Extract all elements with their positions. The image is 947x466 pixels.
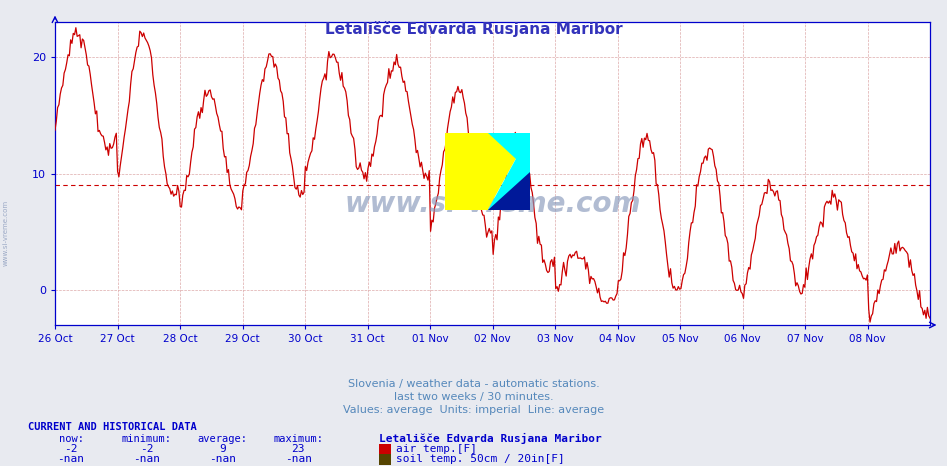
Text: soil temp. 50cm / 20in[F]: soil temp. 50cm / 20in[F] bbox=[396, 454, 564, 465]
Text: average:: average: bbox=[198, 434, 247, 444]
Text: 23: 23 bbox=[292, 444, 305, 454]
Text: Letališče Edvarda Rusjana Maribor: Letališče Edvarda Rusjana Maribor bbox=[379, 433, 601, 445]
Text: air temp.[F]: air temp.[F] bbox=[396, 444, 477, 454]
Text: now:: now: bbox=[59, 434, 83, 444]
Text: 9: 9 bbox=[219, 444, 226, 454]
Text: -nan: -nan bbox=[134, 454, 160, 465]
Text: www.si-vreme.com: www.si-vreme.com bbox=[3, 200, 9, 266]
Text: minimum:: minimum: bbox=[122, 434, 171, 444]
Text: -2: -2 bbox=[140, 444, 153, 454]
Text: -nan: -nan bbox=[209, 454, 236, 465]
Text: last two weeks / 30 minutes.: last two weeks / 30 minutes. bbox=[394, 392, 553, 402]
Text: Slovenia / weather data - automatic stations.: Slovenia / weather data - automatic stat… bbox=[348, 379, 599, 390]
Text: -nan: -nan bbox=[58, 454, 84, 465]
Text: -nan: -nan bbox=[285, 454, 312, 465]
Text: www.si-vreme.com: www.si-vreme.com bbox=[345, 190, 641, 218]
Text: maximum:: maximum: bbox=[274, 434, 323, 444]
Text: Values: average  Units: imperial  Line: average: Values: average Units: imperial Line: av… bbox=[343, 405, 604, 415]
Text: -2: -2 bbox=[64, 444, 78, 454]
Text: Letališče Edvarda Rusjana Maribor: Letališče Edvarda Rusjana Maribor bbox=[325, 21, 622, 37]
Text: CURRENT AND HISTORICAL DATA: CURRENT AND HISTORICAL DATA bbox=[28, 422, 197, 432]
